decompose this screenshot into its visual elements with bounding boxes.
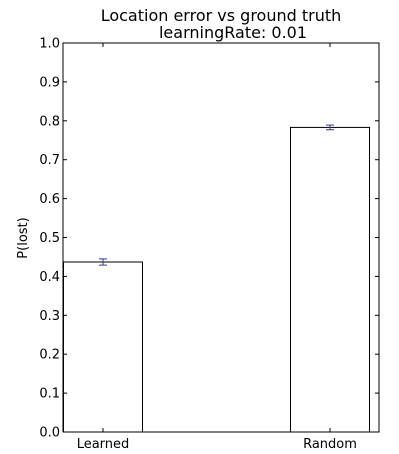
chart-title: Location error vs ground truth [101, 6, 342, 25]
y-tick-label: 0.8 [39, 114, 60, 129]
chart-subtitle: learningRate: 0.01 [159, 23, 307, 42]
y-tick-label: 0.9 [39, 75, 60, 90]
bar-learned [63, 261, 143, 433]
y-tick-label: 0.7 [39, 153, 60, 168]
x-tick-label-random: Random [303, 437, 357, 452]
y-tick-label: 0.1 [39, 387, 60, 402]
axes-frame [62, 42, 380, 433]
plot-area: Learned Random 0.0 0.1 0.2 0.3 0.4 0.5 0.6 0.7 0.8… [39, 37, 380, 452]
bar-random [290, 126, 370, 433]
y-axis-label: P(lost) [16, 217, 31, 258]
y-tick-label: 0.2 [39, 348, 60, 363]
y-tick-label: 0.5 [39, 231, 60, 246]
y-tick-label: 0.0 [39, 426, 60, 441]
y-tick-label: 0.3 [39, 309, 60, 324]
y-tick-label: 1.0 [39, 37, 60, 52]
x-tick-label-learned: Learned [77, 437, 130, 452]
y-tick-label: 0.4 [39, 270, 60, 285]
y-tick-label: 0.6 [39, 192, 60, 207]
